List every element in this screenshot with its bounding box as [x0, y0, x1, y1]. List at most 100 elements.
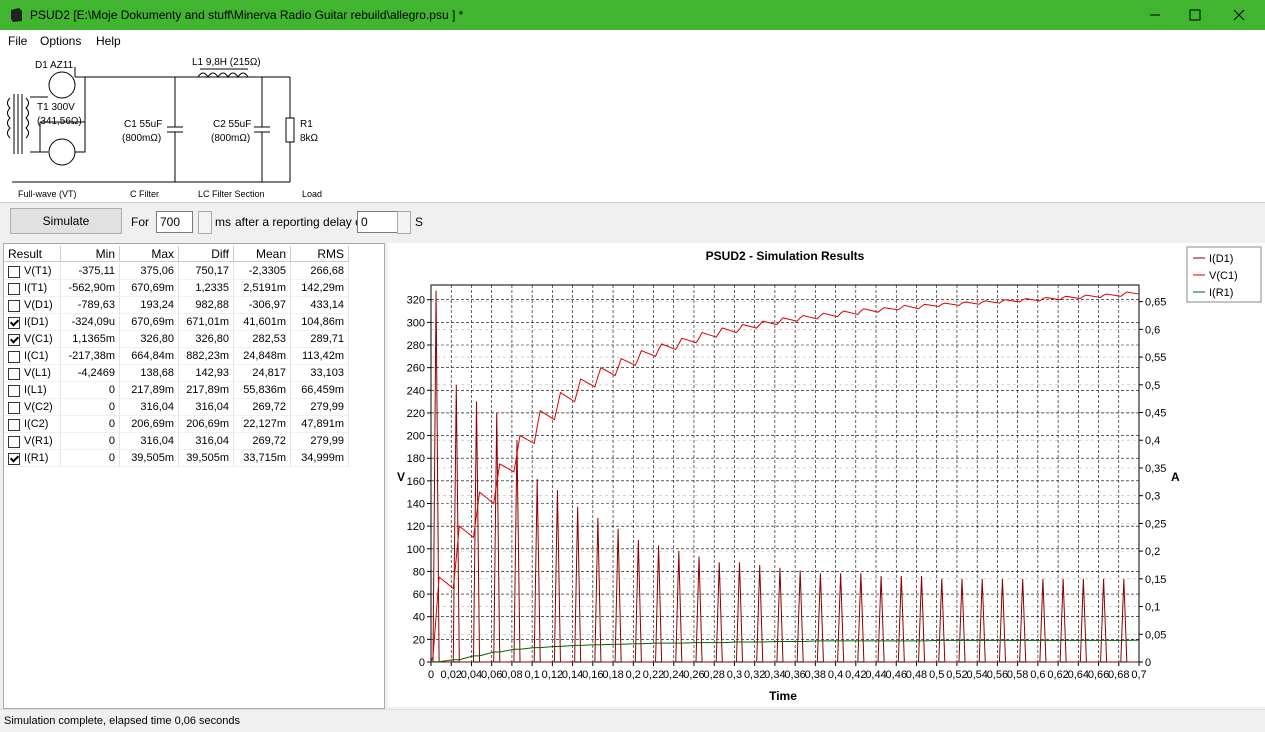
section-label: Load — [302, 189, 322, 199]
duration-input[interactable]: 700 — [156, 211, 193, 233]
table-cell: V(L1) — [4, 365, 61, 382]
table-cell: 0 — [61, 450, 120, 467]
y-tick-label: 220 — [407, 408, 425, 420]
x-tick-label: 0,46 — [886, 669, 907, 681]
table-cell: I(C2) — [4, 416, 61, 433]
table-cell: I(C1) — [4, 348, 61, 365]
y-tick-label: 160 — [407, 476, 425, 488]
table-cell: 104,86m — [291, 314, 349, 331]
checkbox[interactable] — [8, 317, 20, 329]
x-tick-label: 0,14 — [562, 669, 583, 681]
table-cell: 316,04 — [179, 399, 234, 416]
delay-input[interactable]: 0 — [357, 211, 398, 233]
table-cell: 326,80 — [120, 331, 179, 348]
x-tick-label: 0,56 — [987, 669, 1008, 681]
x-tick-label: 0,52 — [946, 669, 967, 681]
table-cell: 138,68 — [120, 365, 179, 382]
checkbox[interactable] — [8, 436, 20, 448]
y-tick-label: 300 — [407, 317, 425, 329]
table-cell: V(R1) — [4, 433, 61, 450]
chart: PSUD2 - Simulation Results V A Time 0 0,0… — [388, 243, 1265, 707]
table-cell: 217,89m — [120, 382, 179, 399]
series-line — [430, 291, 1140, 663]
x-tick-label: 0,42 — [845, 669, 866, 681]
checkbox[interactable] — [8, 334, 20, 346]
label: ms — [215, 215, 231, 229]
x-tick-label: 0,06 — [481, 669, 502, 681]
table-cell: 24,848m — [234, 348, 291, 365]
table-cell: 279,99 — [291, 433, 349, 450]
table-cell: 55,836m — [234, 382, 291, 399]
table-cell: 316,04 — [179, 433, 234, 450]
table-cell: V(D1) — [4, 297, 61, 314]
x-tick-label: 0,48 — [906, 669, 927, 681]
y2-tick-label: 0,3 — [1145, 491, 1160, 503]
simulate-button[interactable]: Simulate — [10, 208, 122, 234]
checkbox[interactable] — [8, 453, 20, 465]
table-cell: 279,99 — [291, 399, 349, 416]
y2-tick-label: 0,35 — [1145, 463, 1166, 475]
label: For — [131, 215, 149, 229]
y-tick-label: 60 — [413, 589, 425, 601]
table-cell: 33,715m — [234, 450, 291, 467]
table-cell: 0 — [61, 382, 120, 399]
table-cell: -2,3305 — [234, 263, 291, 280]
y-tick-label: 280 — [407, 340, 425, 352]
y2-tick-label: 0,6 — [1145, 324, 1160, 336]
table-cell: 217,89m — [179, 382, 234, 399]
checkbox[interactable] — [8, 402, 20, 414]
y-tick-label: 0 — [419, 657, 425, 669]
x-tick-label: 0,5 — [929, 669, 944, 681]
column-header: Diff — [179, 246, 234, 262]
legend-label: I(R1) — [1209, 287, 1233, 299]
table-cell: 41,601m — [234, 314, 291, 331]
label: (800mΩ) — [122, 133, 161, 144]
y-tick-label: 120 — [407, 521, 425, 533]
table-cell: 66,459m — [291, 382, 349, 399]
status-bar: Simulation complete, elapsed time 0,06 s… — [0, 709, 1265, 732]
table-cell: 266,68 — [291, 263, 349, 280]
menu-item[interactable]: Options — [40, 34, 82, 48]
y-tick-label: 260 — [407, 363, 425, 375]
checkbox[interactable] — [8, 300, 20, 312]
table-cell: 1,1365m — [61, 331, 120, 348]
spin-button[interactable] — [198, 211, 212, 234]
y2-tick-label: 0,45 — [1145, 408, 1166, 420]
x-axis-title: Time — [769, 689, 797, 703]
checkbox[interactable] — [8, 419, 20, 431]
x-tick-label: 0,66 — [1088, 669, 1109, 681]
table-cell: 206,69m — [179, 416, 234, 433]
x-tick-label: 0,18 — [602, 669, 623, 681]
y2-tick-label: 0,4 — [1145, 435, 1160, 447]
label: D1 AZ11 — [35, 60, 74, 71]
table-cell: 39,505m — [179, 450, 234, 467]
table-cell: 670,69m — [120, 280, 179, 297]
table-cell: 142,29m — [291, 280, 349, 297]
checkbox[interactable] — [8, 351, 20, 363]
checkbox[interactable] — [8, 368, 20, 380]
x-tick-label: 0,02 — [441, 669, 462, 681]
label: T1 300V — [37, 102, 75, 113]
checkbox[interactable] — [8, 385, 20, 397]
menu-item[interactable]: Help — [96, 34, 121, 48]
x-tick-label: 0,16 — [582, 669, 603, 681]
table-cell: 206,69m — [120, 416, 179, 433]
x-tick-label: 0,22 — [643, 669, 664, 681]
label: 8kΩ — [300, 133, 319, 144]
label: (800mΩ) — [211, 133, 250, 144]
x-tick-label: 0,6 — [1030, 669, 1045, 681]
spin-button[interactable] — [397, 211, 411, 234]
x-tick-label: 0,68 — [1108, 669, 1129, 681]
y-tick-label: 180 — [407, 453, 425, 465]
checkbox[interactable] — [8, 283, 20, 295]
y2-tick-label: 0,05 — [1145, 629, 1166, 641]
menu-item[interactable]: File — [8, 34, 28, 48]
table-cell: -324,09u — [61, 314, 120, 331]
legend-label: V(C1) — [1209, 270, 1238, 282]
circuit-diagram[interactable]: D1 AZ11 T1 300V (341,56Ω) L1 9,8H (215Ω)… — [0, 52, 380, 202]
series-line — [431, 290, 1139, 663]
table-cell: 671,01m — [179, 314, 234, 331]
checkbox[interactable] — [8, 266, 20, 278]
window-controls[interactable] — [1150, 0, 1265, 30]
table-cell: V(C1) — [4, 331, 61, 348]
